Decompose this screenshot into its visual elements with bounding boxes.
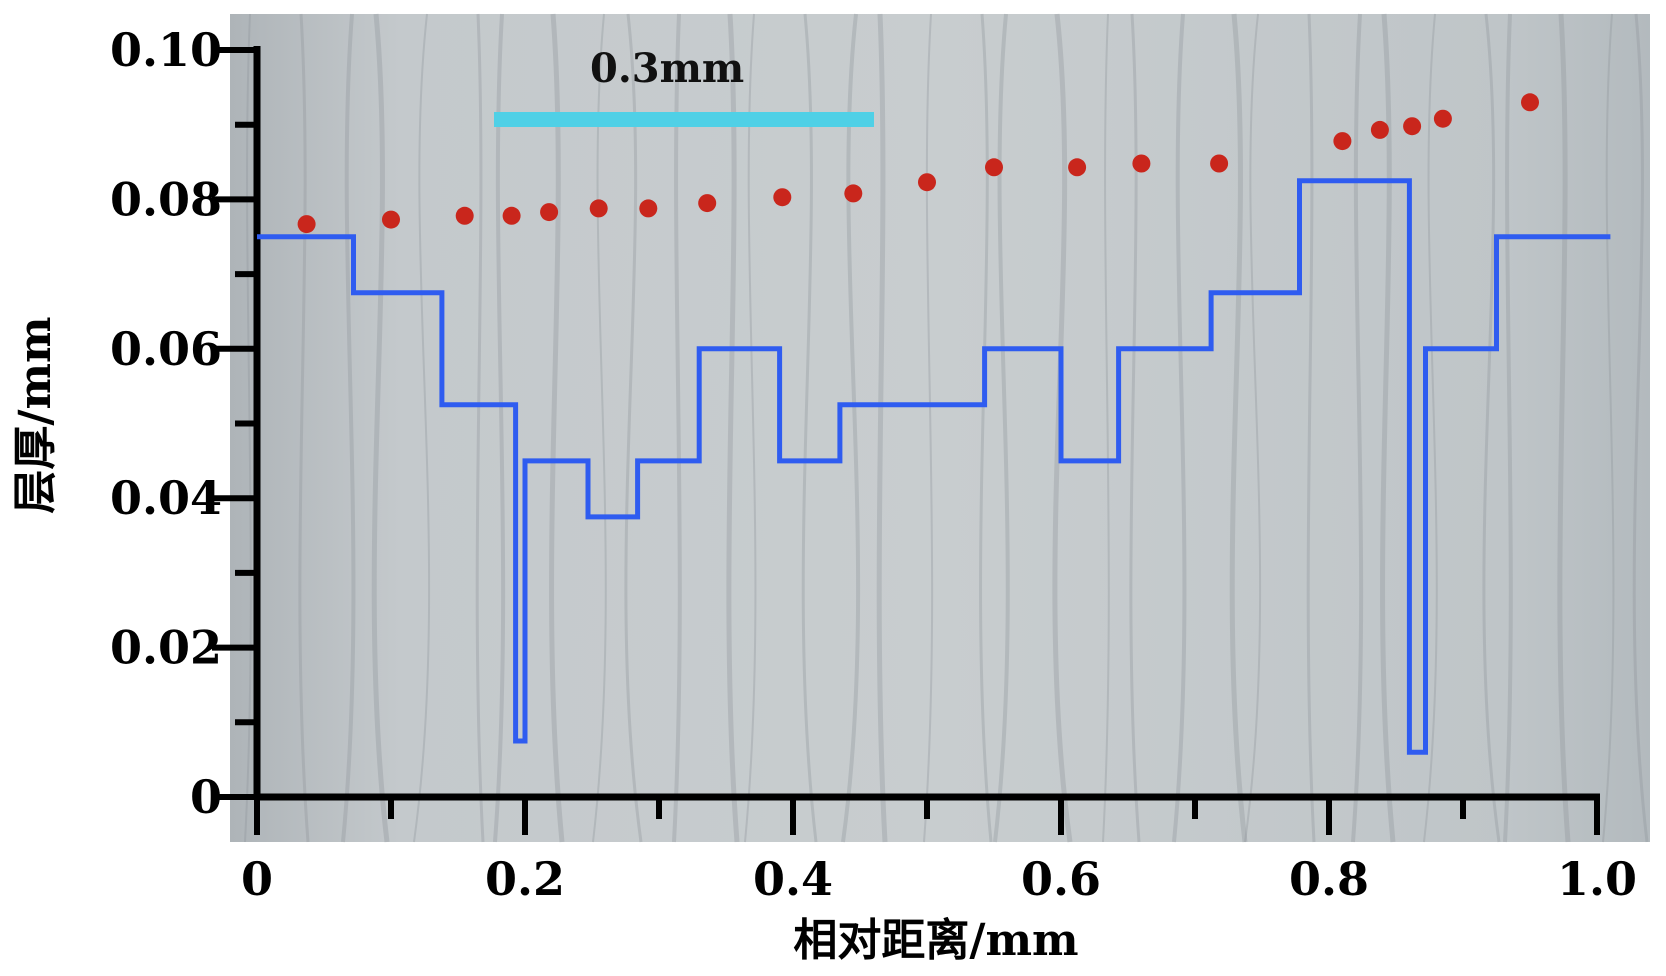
texture-streak	[1557, 13, 1571, 843]
texture-streak	[1244, 13, 1262, 843]
texture-streak	[298, 13, 310, 843]
data-point	[455, 206, 474, 225]
x-axis-title: 相对距离/mm	[793, 915, 1078, 966]
texture-streak	[979, 13, 993, 843]
texture-streak	[993, 13, 1010, 843]
texture-streak	[371, 13, 390, 843]
x-tick-label: 0.2	[485, 852, 565, 906]
data-point	[1333, 132, 1352, 151]
data-point	[1068, 158, 1087, 177]
data-point	[502, 206, 521, 225]
texture-streak	[923, 13, 934, 843]
scale-bar-line	[494, 112, 874, 127]
y-tick-label: 0	[190, 770, 222, 824]
x-tick-label: 0.8	[1289, 852, 1369, 906]
texture-streak	[1632, 13, 1649, 843]
texture-streak	[341, 13, 356, 843]
texture-streak	[1602, 13, 1615, 843]
data-point	[1210, 154, 1229, 173]
texture-streak	[1306, 13, 1316, 843]
data-point	[540, 203, 559, 222]
x-tick-label: 0.6	[1021, 852, 1101, 906]
data-point	[773, 188, 792, 207]
data-point	[698, 194, 717, 213]
texture-streak	[1129, 13, 1141, 843]
texture-streak	[413, 13, 431, 843]
y-tick-label: 0.08	[110, 172, 222, 226]
data-point	[297, 215, 316, 234]
data-point	[1403, 117, 1422, 136]
scale-bar: 0.3mm	[494, 45, 874, 127]
texture-streak	[1351, 13, 1364, 843]
texture-streak	[1229, 13, 1248, 843]
texture-streak	[1172, 13, 1187, 843]
texture-streak	[1102, 13, 1110, 843]
x-tick-label: 0.4	[753, 852, 833, 906]
data-point	[1521, 93, 1539, 112]
step-series	[257, 178, 1611, 755]
x-tick-label: 1.0	[1557, 852, 1637, 906]
data-point	[589, 199, 608, 218]
y-tick-label: 0.04	[110, 471, 222, 525]
data-point	[918, 173, 936, 192]
y-tick-label: 0.06	[110, 322, 222, 376]
texture-streak	[876, 13, 888, 843]
data-point	[639, 199, 658, 218]
texture-streak	[1423, 13, 1438, 843]
data-point	[1132, 154, 1151, 173]
data-point	[1370, 120, 1389, 139]
texture-streak	[475, 13, 485, 843]
data-point	[382, 210, 400, 229]
texture-streak	[1380, 13, 1396, 843]
y-tick-label: 0.02	[110, 621, 222, 675]
x-tick-label: 0	[241, 852, 273, 906]
texture-streak	[244, 13, 252, 843]
texture-streak	[1503, 13, 1513, 843]
thickness-step-line	[257, 178, 1611, 755]
data-point	[844, 184, 863, 203]
texture-streak	[1482, 13, 1501, 843]
data-point	[1433, 109, 1452, 128]
y-axis-title: 层厚/mm	[10, 316, 61, 513]
data-point	[985, 158, 1003, 177]
scatter-series	[297, 93, 1539, 234]
micrograph-background	[230, 13, 1650, 843]
axes: 0 0.02 0.04 0.06 0.08 0.10 0 0.2 0.4 0.6 0.8 1.0	[110, 23, 1637, 906]
y-tick-label: 0.10	[110, 23, 222, 77]
scale-bar-label: 0.3mm	[590, 45, 744, 92]
